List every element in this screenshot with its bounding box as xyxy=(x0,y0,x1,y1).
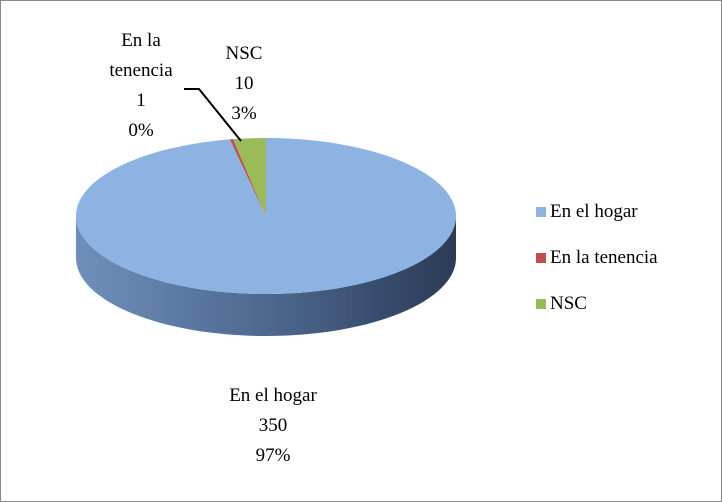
slice xyxy=(229,139,266,216)
slice-side xyxy=(76,216,456,336)
data-label-percent: 3% xyxy=(231,103,257,124)
legend-item: En la tenencia xyxy=(536,247,658,269)
legend-item: NSC xyxy=(536,293,587,315)
data-label-percent: 0% xyxy=(128,120,154,141)
legend-swatch xyxy=(536,253,546,263)
data-label-category: NSC xyxy=(225,43,263,64)
legend-swatch xyxy=(536,299,546,309)
legend-label: NSC xyxy=(550,293,587,314)
leader-line xyxy=(184,88,242,142)
legend-label: En la tenencia xyxy=(550,247,658,268)
data-label-value: 1 xyxy=(136,90,146,111)
legend-label: En el hogar xyxy=(550,201,638,222)
data-label-value: 350 xyxy=(258,415,288,436)
data-label: En la tenencia 1 0% xyxy=(96,26,186,146)
data-label: En el hogar 350 97% xyxy=(223,381,323,471)
legend-item: En el hogar xyxy=(536,201,638,223)
data-label: NSC 10 3% xyxy=(214,39,274,129)
slice xyxy=(75,138,456,294)
data-label-category: En la tenencia xyxy=(109,30,173,81)
slice xyxy=(233,138,266,216)
legend-swatch xyxy=(536,207,546,217)
data-label-value: 10 xyxy=(234,73,254,94)
data-label-category: En el hogar xyxy=(229,385,317,406)
data-label-percent: 97% xyxy=(255,445,291,466)
